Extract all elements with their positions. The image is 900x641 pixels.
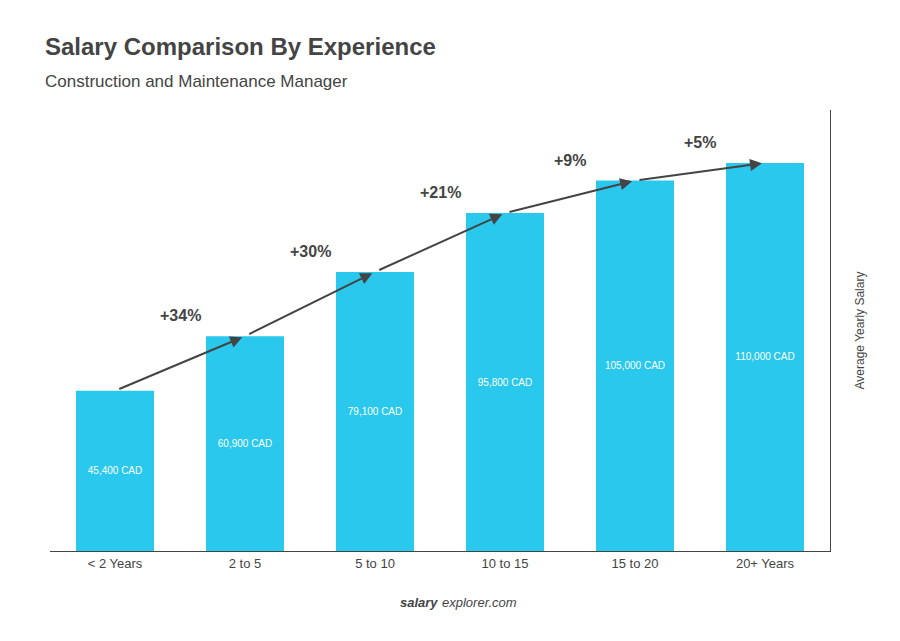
svg-text:< 2 Years: < 2 Years <box>88 556 143 571</box>
svg-text:10 to 15: 10 to 15 <box>482 556 529 571</box>
svg-text:95,800 CAD: 95,800 CAD <box>478 377 532 388</box>
svg-text:2 to 5: 2 to 5 <box>229 556 262 571</box>
svg-text:20+ Years: 20+ Years <box>736 556 795 571</box>
svg-text:110,000 CAD: 110,000 CAD <box>735 351 794 362</box>
svg-text:+5%: +5% <box>684 134 716 151</box>
svg-text:+21%: +21% <box>420 184 461 201</box>
svg-text:Salary Comparison By Experienc: Salary Comparison By Experience <box>45 33 436 60</box>
svg-text:105,000 CAD: 105,000 CAD <box>605 360 665 371</box>
svg-text:Average Yearly Salary: Average Yearly Salary <box>853 272 867 390</box>
svg-text:79,100 CAD: 79,100 CAD <box>348 406 402 417</box>
svg-text:explorer.com: explorer.com <box>442 595 517 610</box>
svg-text:+30%: +30% <box>290 243 331 260</box>
svg-text:+9%: +9% <box>554 152 586 169</box>
svg-text:15 to 20: 15 to 20 <box>612 556 659 571</box>
svg-text:60,900 CAD: 60,900 CAD <box>218 438 272 449</box>
svg-text:Construction and Maintenance M: Construction and Maintenance Manager <box>45 72 348 91</box>
svg-text:5 to 10: 5 to 10 <box>355 556 395 571</box>
svg-text:45,400 CAD: 45,400 CAD <box>88 465 142 476</box>
svg-text:salary: salary <box>400 595 438 610</box>
svg-text:+34%: +34% <box>160 307 201 324</box>
